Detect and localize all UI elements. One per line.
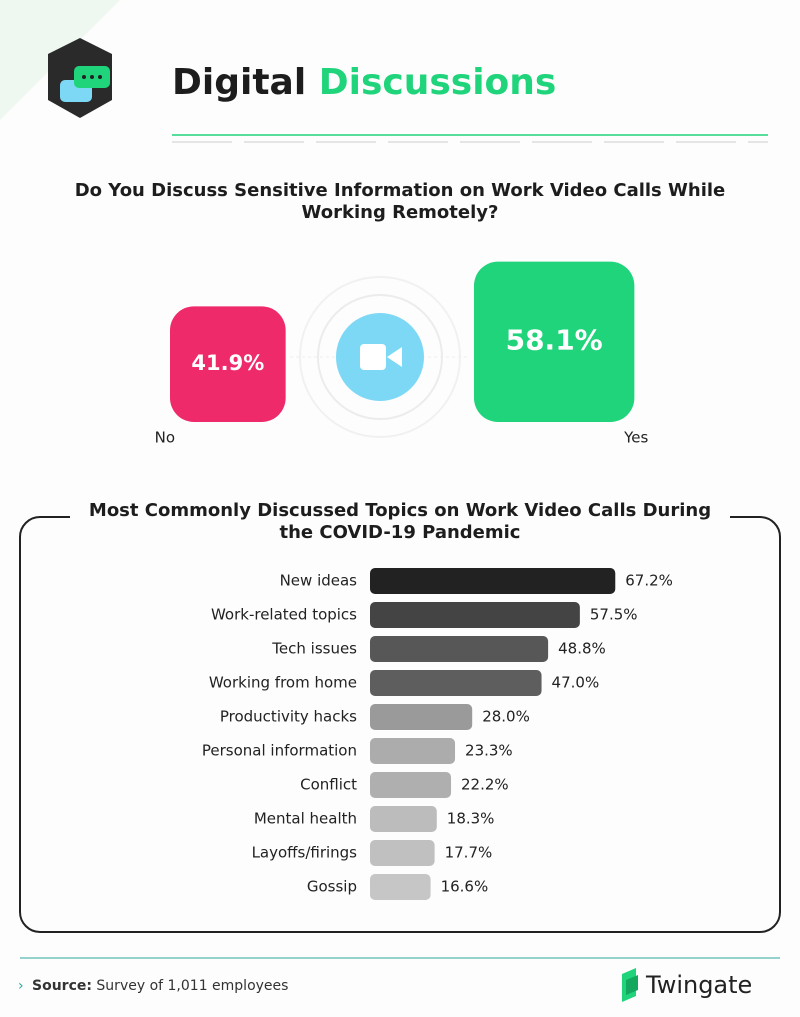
category-label: Layoffs/firings [252,844,358,862]
category-label: Conflict [300,776,357,794]
bar [370,840,435,866]
chart-title: Do You Discuss Sensitive Information on … [74,180,726,223]
svg-text:›: › [18,978,24,994]
bar [370,874,431,900]
square [170,306,286,422]
page-title: Digital Discussions [172,62,556,103]
bar [370,636,549,662]
category-label: Tech issues [271,640,357,658]
category-label: Work-related topics [211,606,357,624]
value-label: 57.5% [590,606,638,624]
category-label: New ideas [280,572,358,590]
value-label: 67.2% [625,572,673,590]
value-label: 58.1% [506,324,603,357]
chart-title: Most Commonly Discussed Topics on Work V… [70,500,730,544]
category-label: Working from home [209,674,357,692]
bar [370,772,452,798]
value-label: 17.7% [445,844,493,862]
source: Source: Survey of 1,011 employees [32,978,288,994]
bar [370,670,542,696]
square [474,261,635,422]
bar [370,704,473,730]
bar [370,568,616,594]
value-label: 23.3% [465,742,513,760]
category-label: Mental health [254,810,357,828]
bar [370,738,456,764]
category-label: Productivity hacks [220,708,357,726]
bar [370,602,580,628]
category-label: Yes [623,429,648,447]
value-label: 16.6% [441,878,489,896]
brand: Twingate [645,971,752,999]
value-label: 28.0% [482,708,530,726]
value-label: 18.3% [447,810,495,828]
value-label: 22.2% [461,776,509,794]
value-label: 48.8% [558,640,606,658]
category-label: No [155,429,175,447]
value-label: 41.9% [191,351,264,375]
category-label: Personal information [202,742,357,760]
value-label: 47.0% [552,674,600,692]
category-label: Gossip [307,878,357,896]
bar [370,806,437,832]
